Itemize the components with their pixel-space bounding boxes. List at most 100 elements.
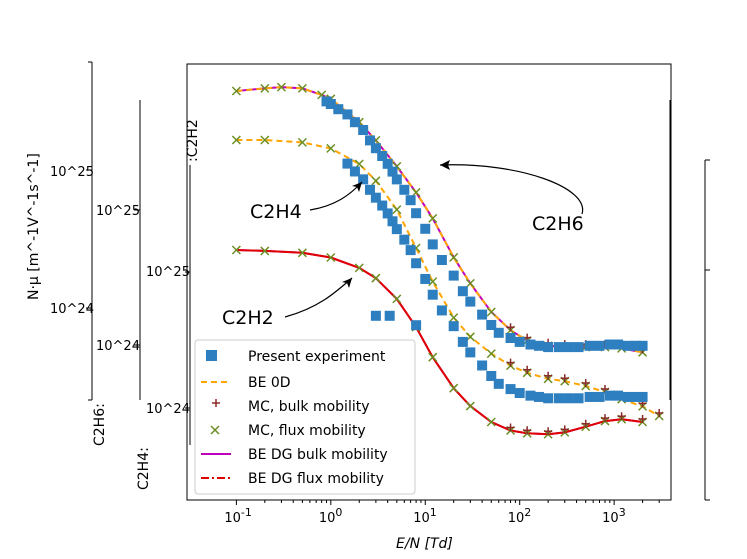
tag-c2h2: :C2H2 xyxy=(185,119,201,162)
mc-flux-marker xyxy=(486,349,496,359)
experiment-marker-c2h4 xyxy=(630,391,641,402)
svg-text:BE 0D: BE 0D xyxy=(248,375,291,391)
svg-text:C2H2: C2H2 xyxy=(222,307,274,329)
experiment-marker-c2h6 xyxy=(391,174,402,185)
mc-bulk-marker xyxy=(581,379,590,387)
svg-text:MC, flux mobility: MC, flux mobility xyxy=(248,423,366,439)
mc-flux-marker xyxy=(260,83,270,93)
experiment-marker-c2h4 xyxy=(525,390,536,401)
experiment-marker-c2h4 xyxy=(622,391,633,402)
experiment-marker-c2h6 xyxy=(457,286,468,297)
x-axis: 10-1 100 101 102 103 xyxy=(224,500,660,526)
experiment-marker-c2h4 xyxy=(377,200,388,211)
mc-flux-marker xyxy=(231,135,241,145)
tick-c2h6-1e24: 10^24 xyxy=(50,302,94,317)
mc-bulk-marker xyxy=(638,415,647,424)
experiment-marker-c2h6 xyxy=(387,166,398,177)
experiment-marker-c2h4 xyxy=(533,391,544,402)
tick-c2h4-1e25: 10^25 xyxy=(96,204,140,219)
experiment-marker-c2h4 xyxy=(573,393,584,404)
mc-flux-marker xyxy=(326,143,336,153)
mc-bulk-marker xyxy=(506,358,515,367)
experiment-marker-c2h4 xyxy=(486,370,497,381)
mc-flux-marker xyxy=(486,307,496,317)
experiment-marker-c2h6 xyxy=(525,339,536,350)
mc-flux-marker xyxy=(260,135,270,145)
mc-bulk-marker xyxy=(544,427,553,436)
mc-flux-marker xyxy=(411,187,421,197)
experiment-marker-c2h4 xyxy=(436,305,447,316)
experiment-marker-c2h6 xyxy=(358,125,369,135)
mc-flux-marker xyxy=(260,246,270,256)
experiment-marker-c2h6 xyxy=(465,296,476,307)
experiment-marker-c2h6 xyxy=(405,195,416,206)
experiment-marker-c2h6 xyxy=(543,342,554,353)
experiment-marker-c2h4 xyxy=(514,388,525,399)
experiment-marker-c2h4 xyxy=(563,393,574,404)
experiment-marker-c2h4 xyxy=(358,174,369,185)
experiment-marker-c2h6 xyxy=(573,342,584,353)
experiment-marker-c2h4 xyxy=(465,347,476,358)
experiment-marker-c2h4 xyxy=(382,208,393,219)
mc-flux-marker xyxy=(486,417,496,427)
experiment-marker-c2h6 xyxy=(630,340,641,351)
experiment-marker-c2h6 xyxy=(342,109,353,120)
mc-flux-marker xyxy=(371,176,381,186)
experiment-marker-c2h2 xyxy=(384,310,395,321)
experiment-marker-c2h4 xyxy=(553,393,564,404)
experiment-marker-c2h6 xyxy=(365,135,376,146)
experiment-marker-c2h4 xyxy=(349,166,360,177)
svg-text:C2H4: C2H4 xyxy=(250,201,302,223)
svg-text:BE DG bulk mobility: BE DG bulk mobility xyxy=(248,447,388,463)
tick-c2h2-1e25: 10^25 xyxy=(146,265,190,280)
mc-bulk-marker xyxy=(600,414,609,423)
experiment-marker-c2h6 xyxy=(622,340,633,351)
mc-flux-marker xyxy=(465,278,475,288)
mc-flux-marker xyxy=(449,313,459,323)
mc-flux-marker xyxy=(449,383,459,393)
svg-text:BE DG flux mobility: BE DG flux mobility xyxy=(248,471,384,487)
y-axis-label: N·μ [m^-1V^-1s^-1] xyxy=(26,153,42,300)
experiment-marker-c2h6 xyxy=(411,208,422,219)
experiment-marker-c2h6 xyxy=(486,320,497,330)
experiment-marker-c2h4 xyxy=(584,391,595,402)
curve-c2h2-be-dg-flux xyxy=(236,249,643,436)
x-tick-label: 101 xyxy=(413,506,437,526)
mc-bulk-marker xyxy=(560,374,569,383)
mc-bulk-marker xyxy=(506,323,515,332)
mc-bulk-marker xyxy=(617,412,626,421)
mc-flux-marker xyxy=(465,401,475,411)
markers xyxy=(231,82,664,439)
experiment-marker-c2h4 xyxy=(457,336,468,347)
mc-bulk-marker xyxy=(544,371,553,380)
mc-flux-marker xyxy=(428,213,438,223)
experiment-marker-c2h6 xyxy=(370,143,381,154)
right-axes xyxy=(669,100,710,501)
mc-bulk-marker xyxy=(560,425,569,434)
x-tick-label: 102 xyxy=(508,506,532,526)
experiment-marker-c2h4 xyxy=(420,273,431,284)
x-axis-label: E/N [Td] xyxy=(396,536,453,552)
mc-flux-marker xyxy=(392,294,402,304)
plot-frame xyxy=(186,63,672,501)
experiment-marker-c2h6 xyxy=(563,342,574,353)
experiment-marker-c2h6 xyxy=(382,158,393,169)
experiment-marker-c2h6 xyxy=(377,151,388,161)
experiment-marker-c2h6 xyxy=(349,117,360,128)
tick-c2h4-1e24: 10^24 xyxy=(96,339,140,354)
mc-flux-marker xyxy=(276,82,286,92)
annotation-c2h2: C2H2 xyxy=(222,277,353,329)
experiment-marker-c2h4 xyxy=(365,184,376,195)
experiment-marker-c2h6 xyxy=(420,223,431,234)
experiment-marker-c2h6 xyxy=(584,340,595,351)
y-axis-c2h6: 10^25 10^24 C2H6: xyxy=(50,61,108,446)
tag-c2h4: C2H4: xyxy=(136,447,152,490)
experiment-marker-c2h4 xyxy=(342,158,353,169)
experiment-marker-c2h6 xyxy=(505,333,516,343)
annotation-c2h4: C2H4 xyxy=(250,181,363,223)
experiment-marker-c2h4 xyxy=(505,384,516,395)
y-axis-c2h4: 10^25 10^24 C2H4: xyxy=(96,100,152,490)
x-tick-label: 103 xyxy=(602,506,626,526)
experiment-marker-c2h6 xyxy=(514,336,525,347)
